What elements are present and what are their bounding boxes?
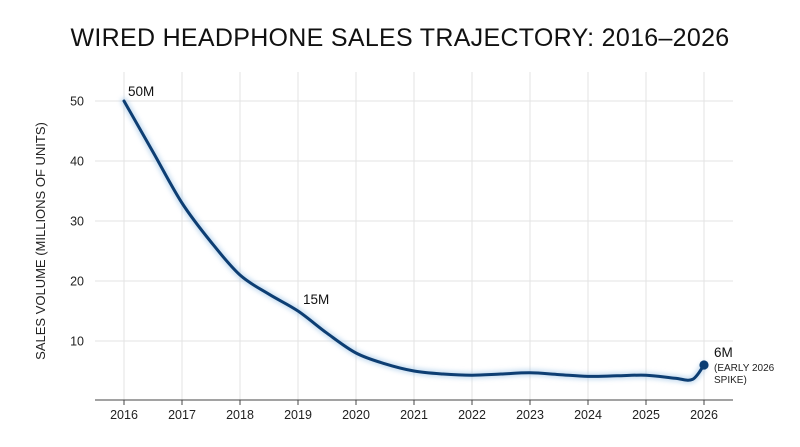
y-tick-label-30: 30 xyxy=(70,215,84,229)
data-label-50m: 50M xyxy=(128,84,154,99)
y-axis-title: SALES VOLUME (MILLIONS OF UNITS) xyxy=(33,122,48,360)
y-tick-label-50: 50 xyxy=(70,95,84,109)
y-tick-label-40: 40 xyxy=(70,155,84,169)
x-tick-label-2023: 2023 xyxy=(516,408,544,422)
series-line-0 xyxy=(122,99,706,382)
data-sublabel-line-0: (EARLY 2026 xyxy=(714,363,775,374)
end-point-marker xyxy=(699,360,709,370)
chart-title: WIRED HEADPHONE SALES TRAJECTORY: 2016–2… xyxy=(70,24,730,52)
data-label-6m: 6M xyxy=(714,345,733,360)
axes: 2016 2017 2018 2019 2020 2021 2022 2023 2024 2025… xyxy=(33,95,733,422)
x-tick-label-2022: 2022 xyxy=(458,408,486,422)
y-tick-label-10: 10 xyxy=(70,335,84,349)
grid-lines xyxy=(95,72,733,400)
x-tick-label-2026: 2026 xyxy=(690,408,718,422)
data-label-15m: 15M xyxy=(303,292,329,307)
data-sublabel-line-1: SPIKE) xyxy=(714,375,747,386)
x-tick-label-2019: 2019 xyxy=(284,408,312,422)
y-tick-label-20: 20 xyxy=(70,275,84,289)
x-tick-label-2016: 2016 xyxy=(110,408,138,422)
x-tick-label-2020: 2020 xyxy=(342,408,370,422)
series-lines xyxy=(120,97,709,384)
x-tick-label-2021: 2021 xyxy=(400,408,428,422)
x-tick-label-2017: 2017 xyxy=(168,408,196,422)
x-tick-label-2025: 2025 xyxy=(632,408,660,422)
x-tick-label-2024: 2024 xyxy=(574,408,602,422)
x-tick-label-2018: 2018 xyxy=(226,408,254,422)
